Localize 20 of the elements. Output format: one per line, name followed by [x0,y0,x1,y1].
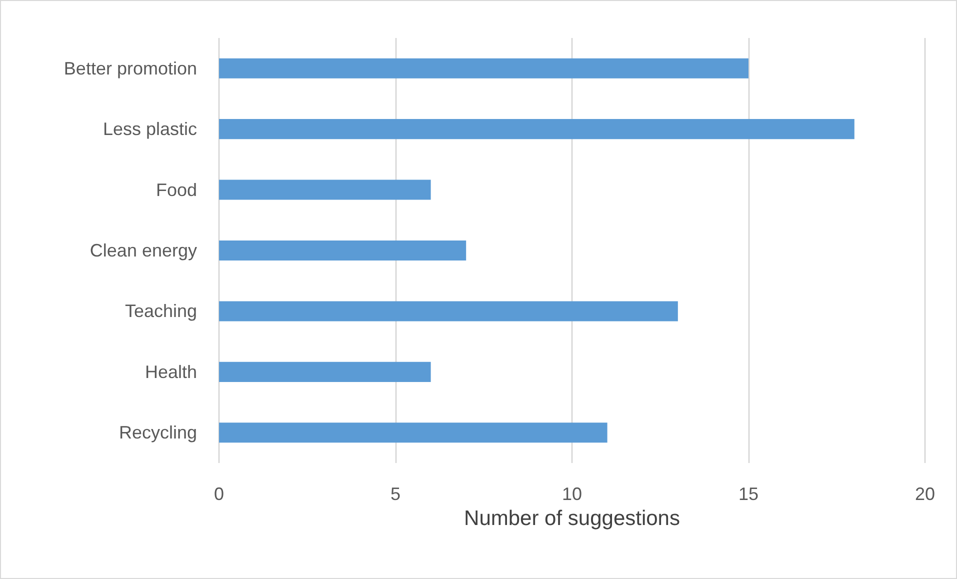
x-axis-title: Number of suggestions [464,506,680,530]
bar [219,58,748,78]
y-tick-label: Health [144,362,197,382]
y-tick-label: Recycling [118,422,197,443]
y-tick-label: Teaching [124,301,197,322]
bar [219,119,854,140]
bar [219,301,678,322]
y-tick-label: Less plastic [102,119,197,140]
y-tick-label: Clean energy [90,240,197,260]
y-tick-label: Better promotion [64,58,197,78]
x-tick-label: 15 [738,484,759,504]
x-tick-label: 0 [214,484,224,504]
x-tick-label: 10 [562,484,582,504]
y-tick-label: Food [156,180,197,200]
bar [219,422,608,443]
bar [219,362,431,382]
bar [219,180,431,200]
x-tick-label: 5 [390,484,401,504]
bar [219,240,466,261]
x-tick-label: 20 [914,484,936,504]
